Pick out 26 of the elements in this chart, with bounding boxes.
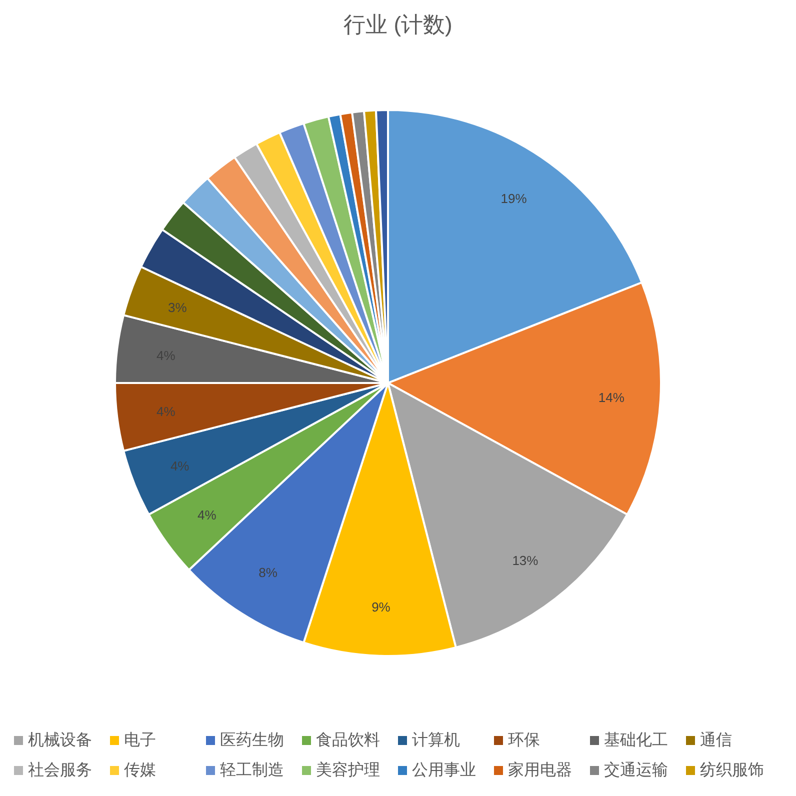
legend-label: 社会服务 [28,761,92,779]
legend-label: 传媒 [124,762,156,779]
data-label: 8% [258,565,278,580]
chart-title: 行业 (计数) [344,12,452,37]
data-label: 14% [598,390,625,406]
data-label: 4% [197,508,217,523]
data-label: 3% [168,300,188,316]
legend-label: 轻工制造 [220,761,284,779]
legend-label: 食品饮料 [316,731,380,749]
legend-label: 计算机 [412,731,460,749]
legend-label: 公用事业 [412,761,476,779]
legend-label: 环保 [508,732,540,749]
legend-label: 纺织服饰 [700,761,764,779]
legend-label: 通信 [700,731,732,749]
data-label: 9% [372,600,391,615]
legend-label: 医药生物 [220,731,284,749]
data-label: 19% [500,190,528,206]
legend-label: 机械设备 [28,731,92,749]
legend-label: 交通运输 [604,761,668,779]
data-label: 13% [512,552,539,568]
data-label: 4% [156,404,176,420]
legend-label: 家用电器 [508,761,572,779]
data-label: 4% [170,458,190,474]
legend-label: 基础化工 [604,731,668,749]
legend-label: 电子 [124,731,156,749]
legend-label: 美容护理 [316,761,380,779]
